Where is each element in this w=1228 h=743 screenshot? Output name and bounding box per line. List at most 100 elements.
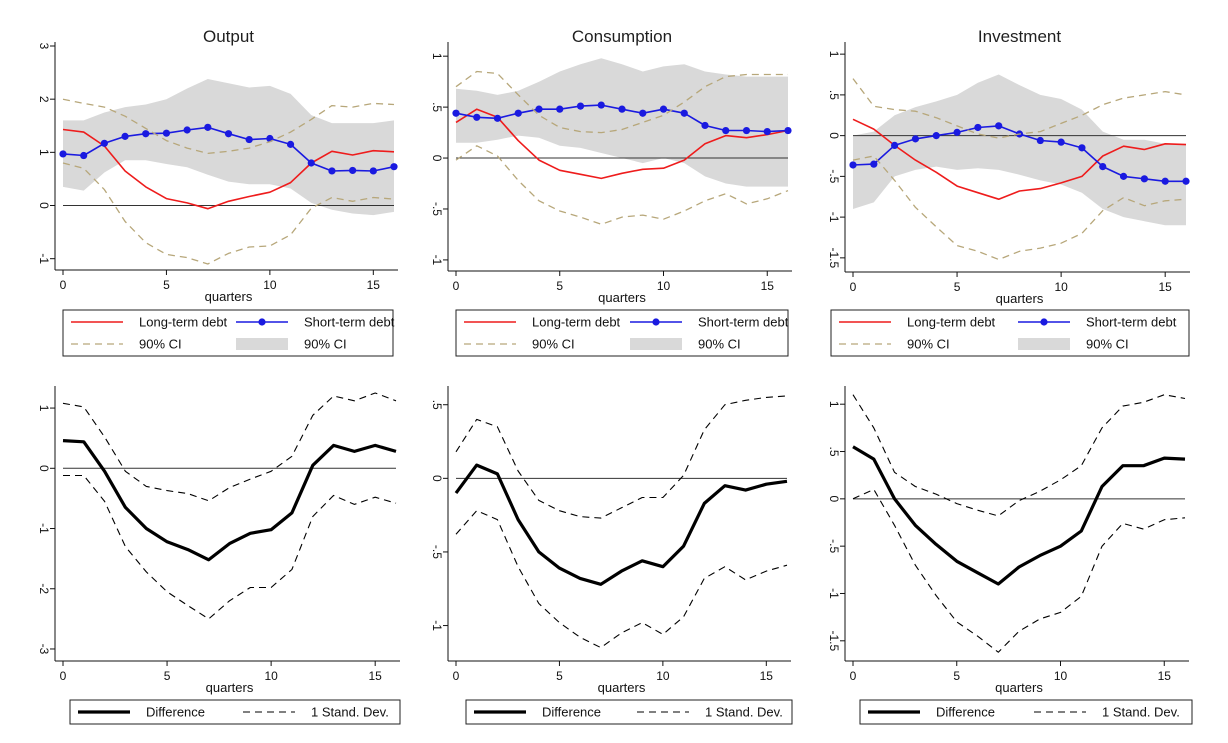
series-point — [1182, 177, 1190, 185]
x-axis-label: quarters — [996, 291, 1044, 306]
legend-label: Short-term debt — [304, 315, 395, 330]
y-tick-label: -1.5 — [827, 248, 841, 269]
series-point — [891, 141, 899, 150]
legend: Difference 1 Stand. Dev. — [69, 699, 401, 725]
y-tick-label: -1 — [37, 253, 51, 264]
y-tick-label: .5 — [827, 447, 841, 457]
series-point — [121, 132, 129, 140]
series-line-dash-black — [62, 392, 397, 502]
series-point — [328, 167, 336, 175]
y-tick-label: -1 — [430, 620, 444, 631]
legend: Difference 1 Stand. Dev. — [859, 699, 1193, 725]
legend-marker — [258, 318, 266, 326]
panel-3: -1.5-1-.50.510 5 10 15quartersInvestmentLon… — [827, 27, 1190, 357]
series-point — [911, 135, 920, 143]
series-point — [183, 126, 191, 134]
series-point — [493, 114, 502, 122]
x-axis-label: quarters — [995, 680, 1043, 695]
x-tick-label: 10 — [657, 279, 671, 293]
series-line-dash — [852, 155, 1187, 261]
ci-band — [853, 74, 1186, 226]
y-tick-label: -1.5 — [827, 630, 841, 651]
series-line-dash — [455, 70, 788, 134]
ci-band — [456, 58, 788, 187]
legend-label: 1 Stand. Dev. — [311, 705, 389, 720]
x-tick-label: 5 — [163, 278, 170, 292]
legend-box — [830, 309, 1190, 357]
legend-label: 90% CI — [907, 337, 950, 352]
legend-label: Difference — [936, 705, 995, 720]
ci-band — [63, 79, 394, 216]
y-tick-label: -.5 — [827, 539, 841, 553]
series-line-line — [455, 108, 789, 180]
y-tick-label: .5 — [827, 90, 841, 100]
series-point — [849, 161, 857, 169]
y-tick-label: 1 — [430, 53, 444, 60]
series-point — [995, 122, 1003, 130]
series-line-dash-black — [852, 394, 1186, 517]
series-line-thick — [62, 439, 397, 562]
legend-label: Difference — [146, 705, 205, 720]
x-tick-label: 10 — [1054, 669, 1068, 683]
y-tick-label: -.5 — [827, 169, 841, 183]
legend-marker — [652, 318, 660, 326]
series-point — [473, 113, 481, 121]
series-point — [1099, 162, 1107, 171]
series-point — [742, 126, 751, 135]
x-tick-label: 0 — [453, 669, 460, 683]
x-tick-label: 10 — [263, 278, 277, 292]
y-tick-label: 0 — [37, 202, 51, 209]
legend-label: Long-term debt — [532, 315, 621, 330]
series-point — [1057, 138, 1065, 146]
series-line-dash-black — [852, 488, 1186, 653]
x-tick-label: 0 — [850, 669, 857, 683]
series-point — [618, 105, 626, 113]
series-point — [349, 166, 357, 175]
panel-title: Output — [203, 27, 254, 46]
x-tick-label: 15 — [369, 669, 383, 683]
y-tick-label: -.5 — [430, 545, 444, 559]
x-tick-label: 5 — [556, 279, 563, 293]
y-tick-label: 1 — [827, 51, 841, 58]
series-point — [1036, 136, 1044, 145]
series-point — [369, 167, 377, 175]
y-tick-label: -.5 — [430, 202, 444, 216]
series-point — [452, 109, 460, 117]
legend-swatch — [1018, 338, 1070, 350]
x-tick-label: 5 — [954, 280, 961, 294]
legend: Long-term debt Short-term debt 90% CI 90% C… — [830, 309, 1190, 357]
series-line-dash — [455, 145, 789, 225]
series-point — [763, 127, 771, 136]
series-point — [535, 105, 543, 113]
series-point — [1161, 177, 1169, 185]
series-point — [224, 130, 233, 138]
y-tick-label: .5 — [430, 400, 444, 410]
series-point — [1140, 175, 1148, 183]
x-tick-label: 5 — [164, 669, 171, 683]
series-point — [932, 132, 940, 140]
series-point — [80, 151, 88, 160]
legend-label: 90% CI — [532, 337, 575, 352]
x-tick-label: 15 — [1158, 669, 1172, 683]
y-tick-label: -2 — [37, 583, 51, 594]
legend-label: Long-term debt — [139, 315, 228, 330]
x-axis-label: quarters — [598, 680, 646, 695]
series-point — [974, 123, 982, 132]
series-point — [100, 139, 108, 147]
y-tick-label: 3 — [37, 43, 51, 50]
series-point — [514, 109, 522, 117]
x-axis-label: quarters — [206, 680, 254, 695]
x-tick-label: 5 — [953, 669, 960, 683]
series-point — [1119, 172, 1128, 180]
series-point — [1078, 144, 1086, 152]
series-point — [576, 102, 585, 110]
x-tick-label: 0 — [60, 669, 67, 683]
legend-label: Short-term debt — [1086, 315, 1177, 330]
series-point — [307, 159, 315, 167]
x-tick-label: 15 — [761, 279, 775, 293]
series-point — [784, 126, 792, 135]
legend-swatch — [630, 338, 682, 350]
series-line-line — [852, 118, 1187, 200]
